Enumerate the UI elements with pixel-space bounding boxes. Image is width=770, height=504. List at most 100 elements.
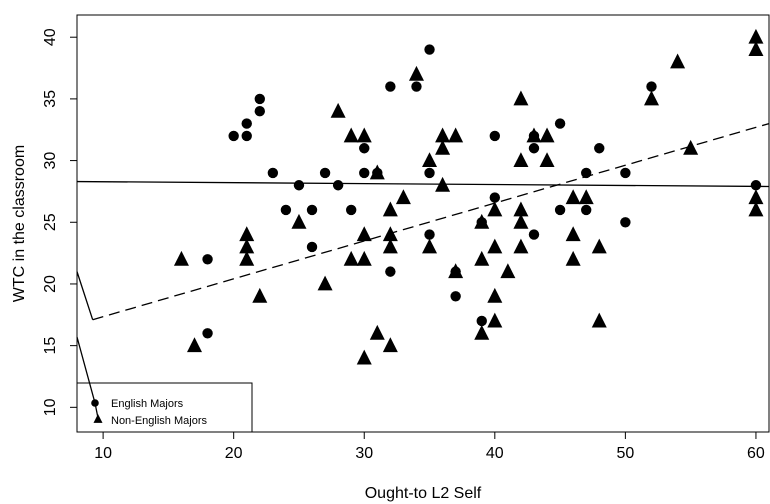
point-non-english-majors bbox=[382, 201, 398, 217]
y-axis-label: WTC in the classroom bbox=[11, 145, 28, 302]
point-non-english-majors bbox=[513, 201, 529, 217]
point-english-majors bbox=[345, 204, 357, 216]
point-english-majors bbox=[424, 167, 435, 179]
point-english-majors bbox=[202, 254, 213, 265]
point-non-english-majors bbox=[539, 127, 555, 143]
point-english-majors bbox=[489, 192, 501, 203]
y-tick-label: 30 bbox=[42, 152, 59, 170]
point-non-english-majors bbox=[643, 90, 659, 106]
point-non-english-majors bbox=[173, 250, 189, 266]
legend-marker-non-english-majors bbox=[93, 413, 103, 423]
x-axis-label: Ought-to L2 Self bbox=[365, 485, 482, 502]
point-non-english-majors bbox=[291, 213, 307, 229]
point-english-majors bbox=[450, 291, 461, 302]
point-non-english-majors bbox=[448, 263, 464, 279]
point-non-english-majors bbox=[591, 238, 607, 254]
point-non-english-majors bbox=[565, 250, 581, 266]
point-non-english-majors bbox=[474, 250, 490, 266]
point-non-english-majors bbox=[382, 337, 398, 353]
point-non-english-majors bbox=[408, 65, 424, 81]
point-non-english-majors bbox=[487, 312, 503, 328]
y-tick-label: 10 bbox=[42, 398, 59, 416]
point-english-majors bbox=[581, 204, 592, 216]
legend-label-english-majors: English Majors bbox=[111, 398, 184, 410]
point-english-majors bbox=[620, 217, 631, 228]
x-tick-label: 20 bbox=[225, 445, 243, 462]
point-english-majors bbox=[202, 328, 213, 339]
point-non-english-majors bbox=[748, 201, 764, 217]
point-english-majors bbox=[359, 167, 370, 179]
point-english-majors bbox=[254, 93, 265, 105]
legend-line-english-majors bbox=[76, 336, 96, 404]
point-non-english-majors bbox=[435, 127, 451, 143]
point-english-majors bbox=[489, 130, 501, 142]
fit-line-non-english-majors bbox=[92, 122, 770, 321]
point-non-english-majors bbox=[435, 139, 451, 155]
point-english-majors bbox=[241, 130, 252, 142]
point-non-english-majors bbox=[591, 312, 607, 328]
point-non-english-majors bbox=[487, 238, 503, 254]
point-non-english-majors bbox=[683, 139, 699, 155]
point-non-english-majors bbox=[565, 226, 581, 242]
point-non-english-majors bbox=[578, 189, 594, 205]
point-non-english-majors bbox=[239, 250, 255, 266]
point-non-english-majors bbox=[539, 152, 555, 168]
legend: English Majors Non-English Majors bbox=[76, 336, 253, 433]
point-non-english-majors bbox=[670, 53, 686, 69]
point-english-majors bbox=[528, 143, 540, 154]
point-non-english-majors bbox=[487, 201, 503, 217]
point-non-english-majors bbox=[395, 189, 411, 205]
data-marks bbox=[173, 28, 764, 365]
point-non-english-majors bbox=[252, 287, 268, 303]
point-english-majors bbox=[554, 204, 566, 216]
point-english-majors bbox=[476, 315, 487, 327]
point-english-majors bbox=[646, 81, 657, 92]
point-english-majors bbox=[254, 106, 265, 117]
point-english-majors bbox=[424, 44, 435, 55]
point-english-majors bbox=[332, 180, 344, 191]
point-non-english-majors bbox=[343, 127, 359, 143]
point-non-english-majors bbox=[748, 28, 764, 44]
point-english-majors bbox=[293, 180, 305, 191]
point-non-english-majors bbox=[422, 152, 438, 168]
axes: 10 20 30 40 50 60 10 15 20 25 30 35 40 Ought-to L2 Se… bbox=[11, 28, 765, 502]
point-english-majors bbox=[528, 229, 540, 240]
y-tick-label: 35 bbox=[42, 90, 59, 108]
point-non-english-majors bbox=[448, 127, 464, 143]
point-non-english-majors bbox=[500, 263, 516, 279]
point-non-english-majors bbox=[317, 275, 333, 291]
y-tick-label: 20 bbox=[42, 275, 59, 293]
x-tick-label: 30 bbox=[355, 445, 373, 462]
point-english-majors bbox=[554, 118, 566, 129]
point-non-english-majors bbox=[526, 127, 542, 143]
point-english-majors bbox=[385, 81, 396, 92]
legend-label-non-english-majors: Non-English Majors bbox=[111, 415, 207, 427]
point-non-english-majors bbox=[474, 213, 490, 229]
point-non-english-majors bbox=[422, 238, 438, 254]
y-tick-label: 25 bbox=[42, 213, 59, 231]
fit-line-english-majors bbox=[76, 180, 770, 188]
point-non-english-majors bbox=[356, 349, 372, 365]
point-non-english-majors bbox=[356, 250, 372, 266]
x-tick-label: 60 bbox=[747, 445, 765, 462]
point-non-english-majors bbox=[369, 324, 385, 340]
x-tick-label: 40 bbox=[486, 445, 504, 462]
point-english-majors bbox=[306, 241, 318, 253]
point-english-majors bbox=[424, 229, 435, 240]
point-non-english-majors bbox=[748, 189, 764, 205]
point-non-english-majors bbox=[369, 164, 385, 180]
point-non-english-majors bbox=[513, 90, 529, 106]
x-tick-label: 50 bbox=[616, 445, 634, 462]
point-non-english-majors bbox=[239, 238, 255, 254]
y-tick-label: 15 bbox=[42, 337, 59, 355]
y-tick-label: 40 bbox=[42, 28, 59, 46]
point-english-majors bbox=[306, 204, 318, 216]
point-non-english-majors bbox=[513, 238, 529, 254]
point-non-english-majors bbox=[356, 226, 372, 242]
point-non-english-majors bbox=[356, 127, 372, 143]
point-english-majors bbox=[267, 167, 279, 179]
point-english-majors bbox=[594, 143, 605, 154]
point-english-majors bbox=[359, 143, 370, 154]
point-english-majors bbox=[241, 118, 252, 129]
